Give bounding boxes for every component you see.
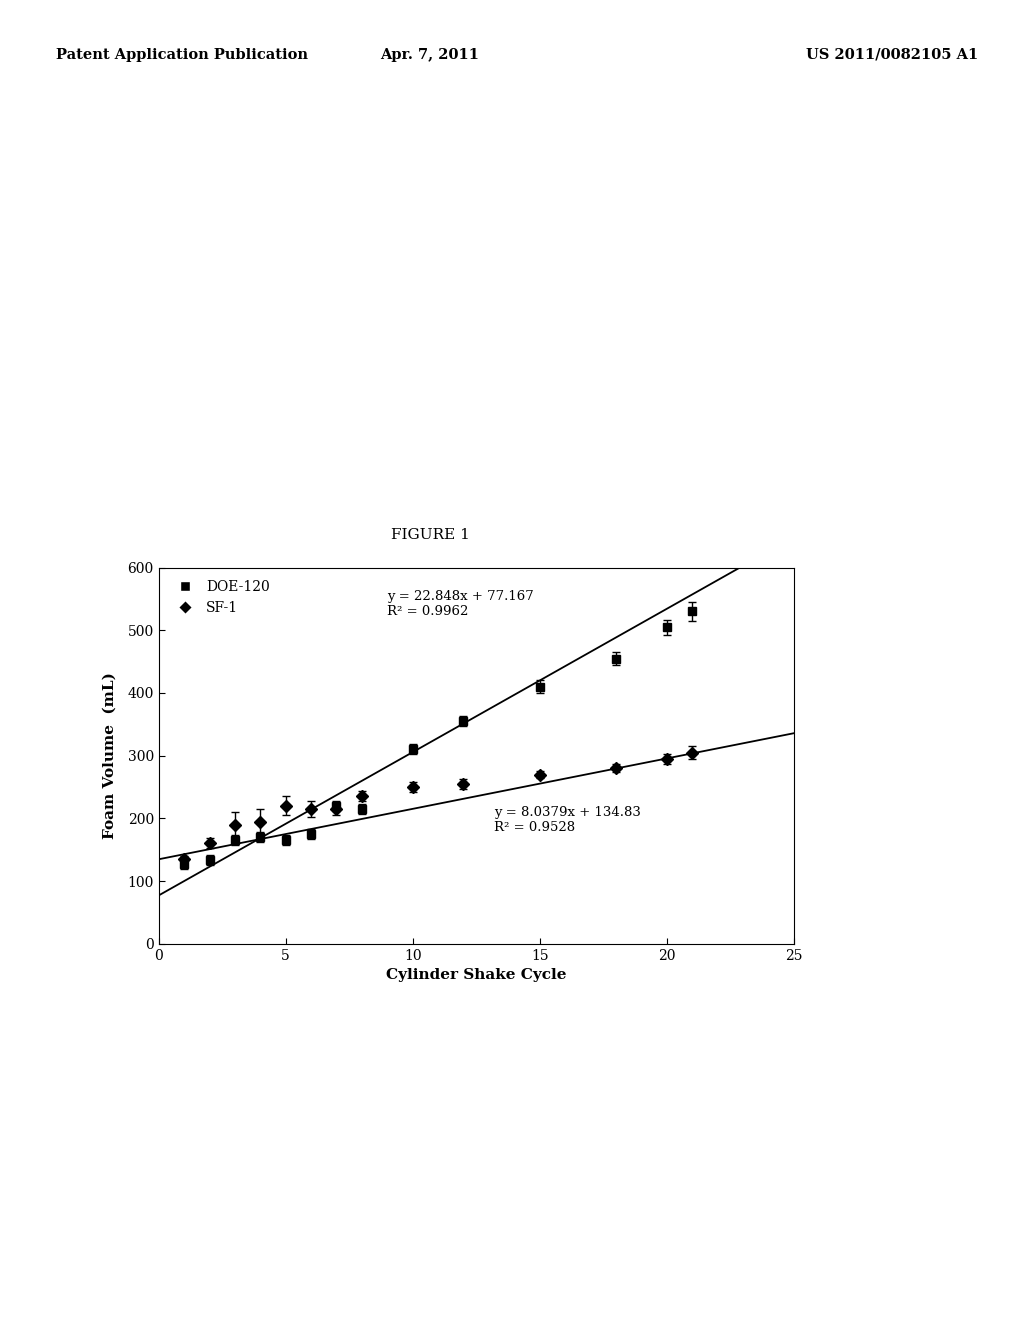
Legend: DOE-120, SF-1: DOE-120, SF-1 <box>166 574 275 620</box>
Text: y = 22.848x + 77.167
R² = 0.9962: y = 22.848x + 77.167 R² = 0.9962 <box>387 590 535 618</box>
Text: US 2011/0082105 A1: US 2011/0082105 A1 <box>806 48 978 62</box>
Text: Apr. 7, 2011: Apr. 7, 2011 <box>381 48 479 62</box>
Text: FIGURE 1: FIGURE 1 <box>390 528 470 541</box>
Text: Patent Application Publication: Patent Application Publication <box>56 48 308 62</box>
X-axis label: Cylinder Shake Cycle: Cylinder Shake Cycle <box>386 968 566 982</box>
Y-axis label: Foam Volume  (mL): Foam Volume (mL) <box>102 672 117 840</box>
Text: y = 8.0379x + 134.83
R² = 0.9528: y = 8.0379x + 134.83 R² = 0.9528 <box>494 805 641 834</box>
